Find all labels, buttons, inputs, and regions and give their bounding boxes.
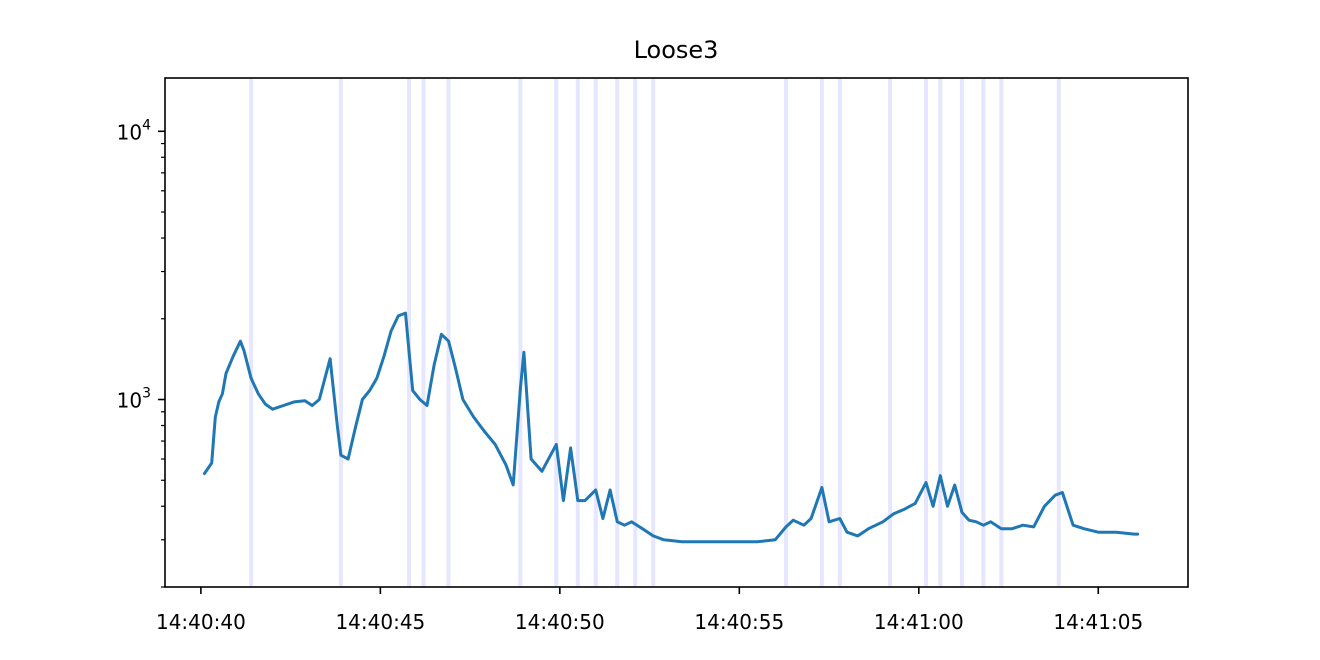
x-tick-label: 14:40:40 [156, 610, 246, 634]
plot-frame [164, 77, 1189, 588]
series-layer [203, 311, 1140, 544]
vertical-marker-group [249, 78, 1061, 587]
x-axis: 14:40:40 14:40:45 14:40:50 14:40:55 14:41:00… [156, 587, 1143, 634]
y-tick-label: 103 [117, 386, 151, 413]
x-tick-label: 14:40:55 [694, 610, 784, 634]
chart-title: Loose3 [634, 36, 719, 64]
x-tick-label: 14:40:45 [335, 610, 425, 634]
y-axis: 103 104 [117, 117, 165, 588]
y-tick-label: 104 [117, 117, 151, 144]
x-tick-label: 14:41:05 [1053, 610, 1143, 634]
series-line [203, 311, 1140, 544]
x-tick-label: 14:41:00 [874, 610, 964, 634]
x-tick-label: 14:40:50 [515, 610, 605, 634]
